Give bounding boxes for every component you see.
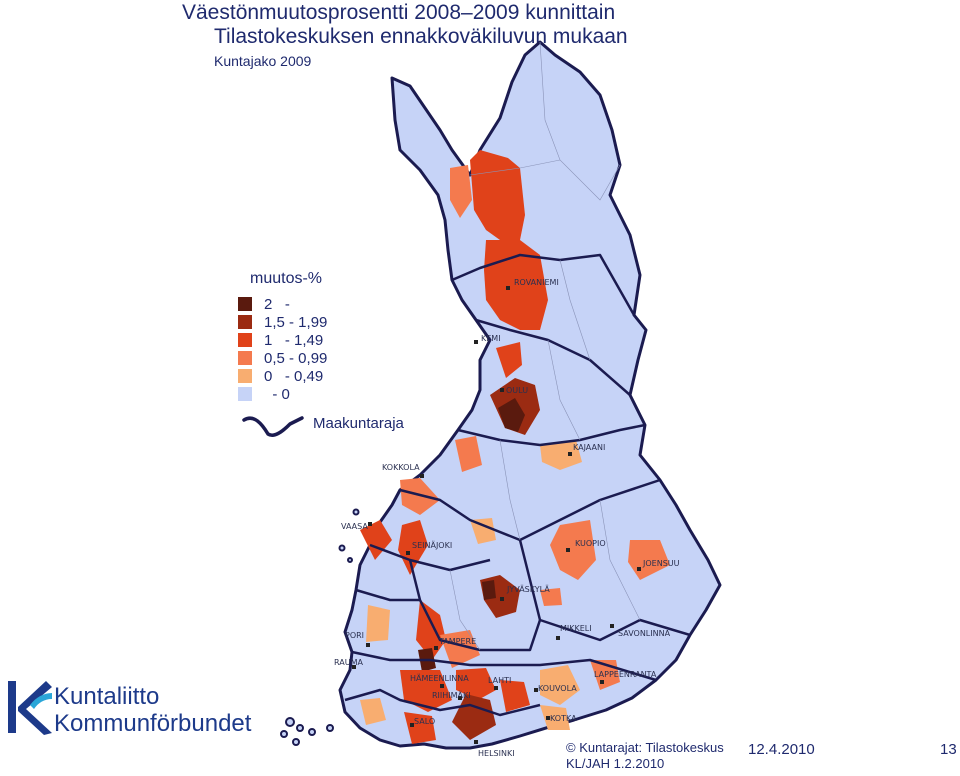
city-label-kouvola: KOUVOLA: [538, 684, 577, 693]
legend-item: 1 - 1,49: [238, 331, 323, 349]
city-label-pori: PORI: [345, 631, 364, 640]
city-markers: ROVANIEMI KEMI OULU KAJAANI KOKKOLA VAAS…: [334, 278, 680, 758]
credit-line2: KL/JAH 1.2.2010: [566, 756, 665, 771]
kuntaliitto-logo-icon: [8, 681, 52, 735]
city-label-salo: SALO: [414, 717, 435, 726]
legend-swatch: [238, 351, 252, 365]
legend-item: - 0: [238, 385, 290, 403]
legend-label: 0 - 0,49: [264, 367, 324, 385]
map-title-line2: Tilastokeskuksen ennakkoväkiluvun mukaan: [214, 25, 628, 48]
legend-label: 1,5 - 1,99: [264, 313, 328, 331]
legend-swatch: [238, 315, 252, 329]
legend-item: 0 - 0,49: [238, 367, 323, 385]
slide-date: 12.4.2010: [748, 741, 815, 758]
legend-item: 1,5 - 1,99: [238, 313, 327, 331]
legend-swatch: [238, 387, 252, 401]
archipelago-islands: [280, 508, 360, 746]
boundary-line-icon: [242, 416, 304, 437]
logo-text-kuntaliitto: Kuntaliitto: [54, 683, 160, 710]
legend-item: 0,5 - 0,99: [238, 349, 327, 367]
legend-label: 0,5 - 0,99: [264, 349, 328, 367]
legend-title: muutos-%: [250, 270, 323, 287]
city-label-kuopio: KUOPIO: [575, 539, 606, 548]
legend-swatch: [238, 369, 252, 383]
map-title-line1: Väestönmuutosprosentti 2008–2009 kunnitt…: [182, 1, 616, 24]
city-label-mikkeli: MIKKELI: [560, 624, 592, 633]
municipality-fills: [360, 150, 670, 744]
legend-item: 2 -: [238, 295, 290, 313]
city-label-tampere: TAMPERE: [438, 637, 476, 646]
city-label-savonlinna: SAVONLINNA: [618, 629, 671, 638]
credit-line1: © Kuntarajat: Tilastokeskus: [566, 740, 724, 755]
legend-swatch: [238, 333, 252, 347]
city-label-kokkola: KOKKOLA: [382, 463, 420, 472]
legend-label: 2 -: [264, 295, 290, 313]
legend-boundary-label: Maakuntaraja: [313, 415, 404, 432]
city-label-jyvaskyla: JYVÄSKYLÄ: [506, 584, 550, 594]
city-label-kemi: KEMI: [481, 334, 501, 343]
legend-label: 1 - 1,49: [264, 331, 324, 349]
city-label-hameenlinna: HÄMEENLINNA: [410, 673, 469, 683]
city-label-vaasa: VAASA: [341, 522, 368, 531]
legend-label: - 0: [264, 385, 290, 403]
city-label-joensuu: JOENSUU: [642, 559, 680, 568]
city-label-seinajoki: SEINÄJOKI: [412, 540, 452, 550]
page-number: 13: [940, 741, 957, 758]
city-label-lahti: LAHTI: [488, 676, 511, 685]
city-label-oulu: OULU: [506, 386, 528, 395]
city-label-riihimaki: RIIHIMÄKI: [432, 690, 471, 700]
city-label-rauma: RAUMA: [334, 658, 363, 667]
city-label-kajaani: KAJAANI: [573, 443, 605, 452]
city-label-lappeenranta: LAPPEENRANTA: [594, 670, 657, 679]
logo-text-kommunforbundet: Kommunförbundet: [54, 710, 252, 737]
city-label-rovaniemi: ROVANIEMI: [514, 278, 559, 287]
legend-swatch: [238, 297, 252, 311]
municipality-lines: [449, 41, 641, 651]
map-subtitle: Kuntajako 2009: [214, 53, 312, 69]
city-label-kotka: KOTKA: [550, 714, 577, 723]
city-label-helsinki: HELSINKI: [478, 749, 515, 758]
